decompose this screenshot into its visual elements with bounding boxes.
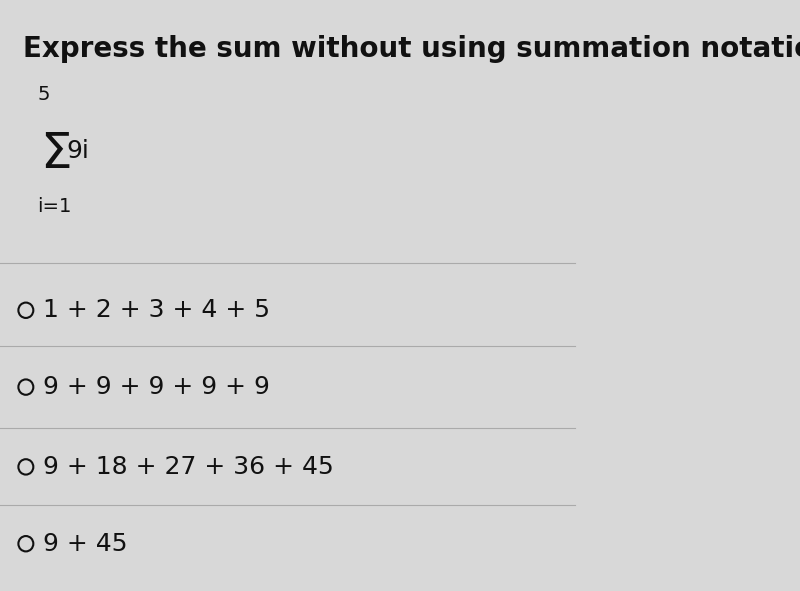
Text: 9 + 45: 9 + 45 bbox=[43, 532, 127, 556]
Text: Σ: Σ bbox=[40, 129, 72, 178]
Text: 5: 5 bbox=[38, 85, 50, 104]
Text: i=1: i=1 bbox=[38, 197, 72, 216]
Text: 1 + 2 + 3 + 4 + 5: 1 + 2 + 3 + 4 + 5 bbox=[43, 298, 270, 322]
Text: Express the sum without using summation notation.: Express the sum without using summation … bbox=[23, 35, 800, 63]
Text: 9 + 9 + 9 + 9 + 9: 9 + 9 + 9 + 9 + 9 bbox=[43, 375, 270, 399]
Text: 9 + 18 + 27 + 36 + 45: 9 + 18 + 27 + 36 + 45 bbox=[43, 455, 334, 479]
Text: 9i: 9i bbox=[66, 139, 89, 163]
